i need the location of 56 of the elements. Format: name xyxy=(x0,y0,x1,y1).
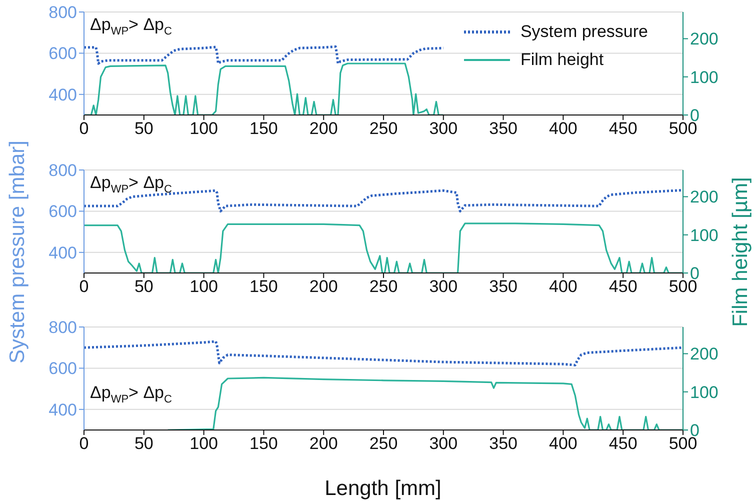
legend-label: System pressure xyxy=(520,22,648,42)
x-tick-label: 400 xyxy=(549,277,578,296)
x-tick-label: 300 xyxy=(429,277,458,296)
annotation: Δp$_{WP}$> Δp$_{C}$ xyxy=(90,14,172,40)
x-tick-label: 200 xyxy=(309,277,338,296)
y-tick-label: 600 xyxy=(48,202,77,222)
line-series xyxy=(84,62,444,115)
x-tick-label: 250 xyxy=(369,434,398,454)
y2-tick-label: 100 xyxy=(690,382,718,402)
y2-tick-label: 200 xyxy=(690,344,718,364)
y-axis-title: System pressure [mbar] xyxy=(6,140,30,364)
y2-tick-label: 200 xyxy=(690,30,718,49)
x-tick-label: 50 xyxy=(134,277,154,296)
y-tick-label: 400 xyxy=(48,85,77,104)
y-tick-label: 800 xyxy=(48,318,77,338)
x-tick-label: 150 xyxy=(250,277,278,296)
y-tick-label: 600 xyxy=(48,359,77,378)
x-tick-label: 50 xyxy=(134,434,154,454)
x-tick-label: 150 xyxy=(250,119,278,138)
legend-label: Film height xyxy=(520,50,604,70)
x-tick-label: 350 xyxy=(489,119,518,138)
y-tick-label: 800 xyxy=(48,161,77,180)
x-tick-label: 100 xyxy=(190,277,218,296)
y-tick-label: 400 xyxy=(48,243,77,262)
x-tick-label: 400 xyxy=(549,119,578,138)
x-tick-label: 450 xyxy=(608,119,638,138)
x-axis-title: Length [mm] xyxy=(324,477,442,501)
x-tick-label: 0 xyxy=(79,434,89,454)
annotation: Δp$_{WP}$> Δp$_{C}$ xyxy=(90,172,172,198)
x-tick-label: 450 xyxy=(608,277,638,296)
x-tick-label: 100 xyxy=(190,119,218,138)
x-tick-label: 0 xyxy=(79,277,89,296)
annotation: Δp$_{WP}$> Δp$_{C}$ xyxy=(90,382,172,408)
x-tick-label: 350 xyxy=(489,434,518,454)
line-series xyxy=(84,45,445,65)
x-tick-label: 450 xyxy=(608,434,638,454)
x-tick-label: 100 xyxy=(190,434,218,454)
y-tick-label: 600 xyxy=(48,44,77,64)
y2-tick-label: 100 xyxy=(690,226,718,245)
x-tick-label: 50 xyxy=(134,119,154,138)
x-tick-label: 350 xyxy=(489,277,518,296)
x-tick-label: 150 xyxy=(250,434,278,454)
y-tick-label: 800 xyxy=(48,3,77,22)
y-tick-label: 400 xyxy=(48,400,77,420)
x-tick-label: 250 xyxy=(369,277,398,296)
x-tick-label: 300 xyxy=(429,119,458,138)
x-tick-label: 0 xyxy=(79,119,89,138)
x-tick-label: 200 xyxy=(309,434,338,454)
x-tick-label: 400 xyxy=(549,434,578,454)
y2-axis-title: Film height [µm] xyxy=(729,177,753,327)
x-tick-label: 200 xyxy=(309,119,338,138)
y2-tick-label: 200 xyxy=(690,188,718,207)
x-tick-label: 300 xyxy=(429,434,458,454)
y2-tick-label: 100 xyxy=(690,68,718,87)
x-tick-label: 250 xyxy=(369,119,398,138)
line-series xyxy=(84,340,683,366)
